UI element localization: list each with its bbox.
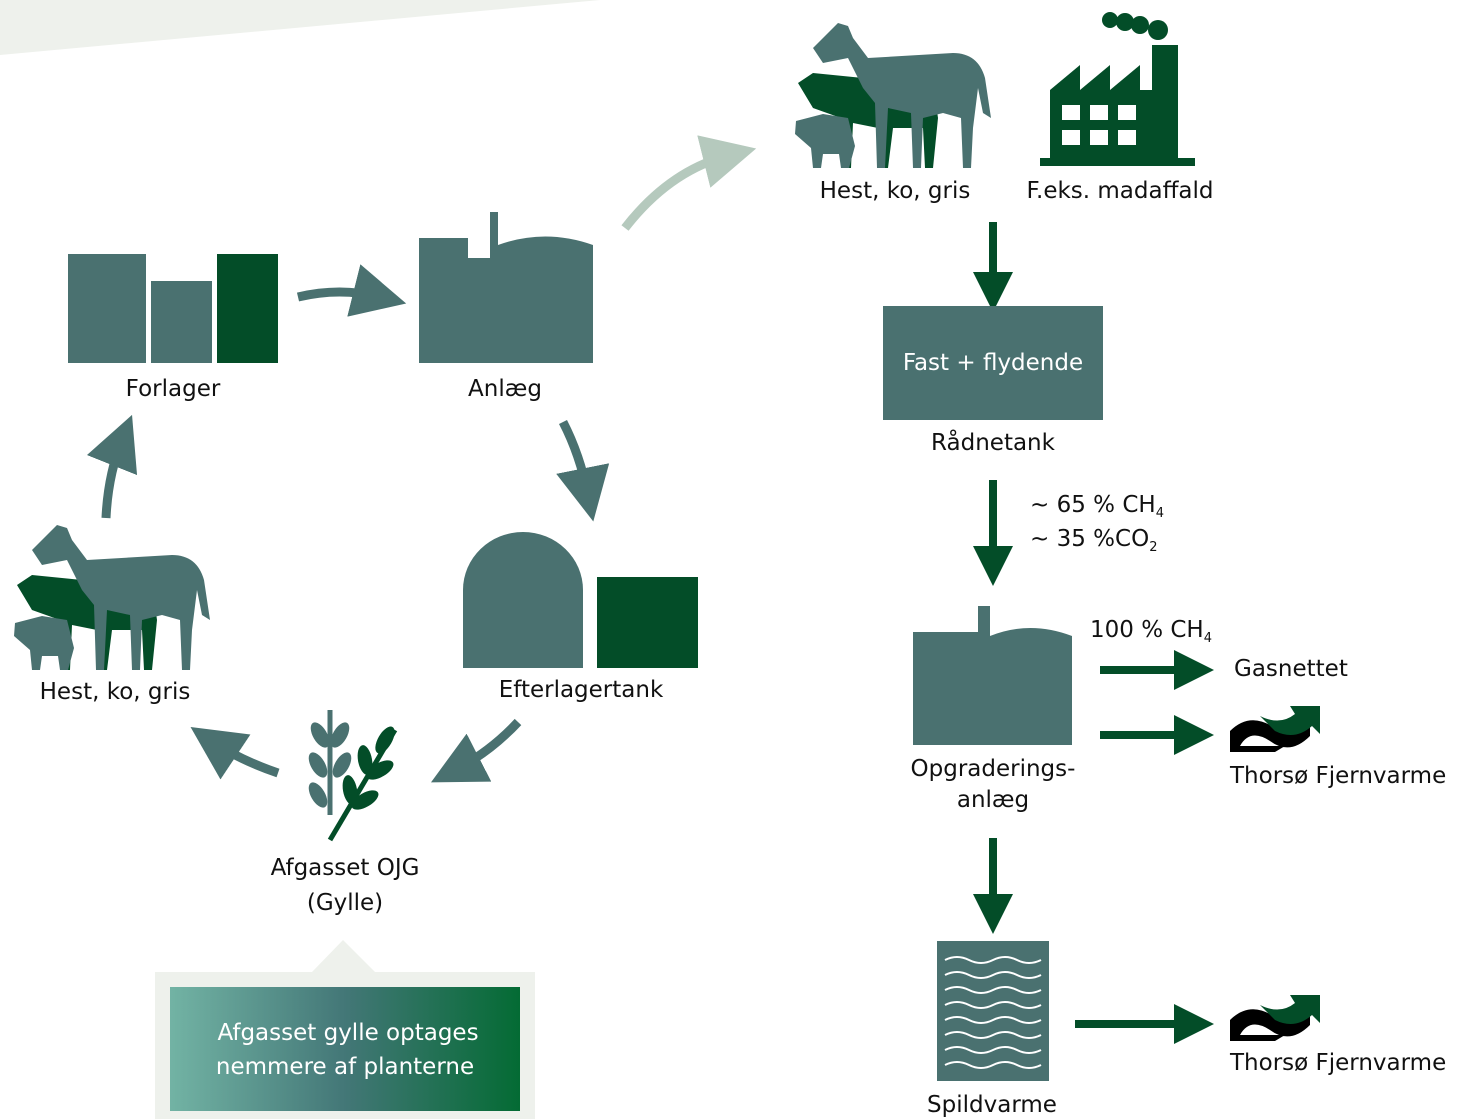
efterlager-icon	[463, 532, 698, 668]
callout-text: nemmere af planterne	[216, 1054, 474, 1080]
gas-mix-text: ~ 65 % CH	[1030, 492, 1156, 518]
afgasset-label: (Gylle)	[307, 890, 383, 916]
digester-label: Rådnetank	[931, 428, 1056, 456]
waste-heat-label: Spildvarme	[927, 1092, 1057, 1118]
efterlager-label: Efterlagertank	[499, 677, 664, 703]
afgasset-label: Afgasset OJG	[271, 855, 420, 881]
animals-label: Hest, ko, gris	[40, 679, 191, 705]
thorso-logo	[1230, 706, 1320, 752]
gas-mix: ~ 65 % CH4	[1030, 492, 1164, 521]
forlager-icon	[68, 254, 278, 363]
upgrade-output: 100 % CH4	[1090, 617, 1212, 646]
input-label: Hest, ko, gris	[820, 178, 971, 204]
wheat-icon	[305, 710, 399, 840]
background-band	[0, 0, 600, 55]
upgrade-output-sub: 4	[1204, 631, 1212, 646]
target-label: Gasnettet	[1234, 656, 1348, 682]
gas-mix: ~ 35 %CO2	[1030, 526, 1157, 555]
forlager-label: Forlager	[126, 376, 221, 402]
waste-heat-icon	[937, 941, 1049, 1081]
target-label: Thorsø Fjernvarme	[1229, 763, 1446, 789]
gas-mix-sub: 4	[1156, 506, 1164, 521]
callout-text: Afgasset gylle optages	[217, 1020, 478, 1046]
digester-box-text: Fast + flydende	[903, 350, 1083, 376]
animals-icon	[795, 23, 991, 168]
factory-icon	[1040, 12, 1195, 166]
gas-mix-text: ~ 35 %CO	[1030, 526, 1149, 552]
diagram: Forlager Anlæg Efterlagertank Hest, ko, …	[0, 0, 1462, 1119]
thorso-logo	[1230, 995, 1320, 1041]
callout: Afgasset gylle optages nemmere af plante…	[155, 940, 535, 1119]
animals-icon	[14, 525, 210, 670]
anlaeg-label: Anlæg	[468, 376, 542, 402]
input-label: F.eks. madaffald	[1026, 178, 1213, 204]
upgrade-label: Opgraderings-	[911, 756, 1076, 782]
upgrade-output-text: 100 % CH	[1090, 617, 1204, 643]
target-label: Thorsø Fjernvarme	[1229, 1050, 1446, 1076]
gas-mix-sub: 2	[1149, 540, 1157, 555]
anlaeg-icon	[419, 212, 593, 363]
upgrade-label: anlæg	[957, 787, 1029, 813]
upgrade-icon	[913, 606, 1072, 745]
